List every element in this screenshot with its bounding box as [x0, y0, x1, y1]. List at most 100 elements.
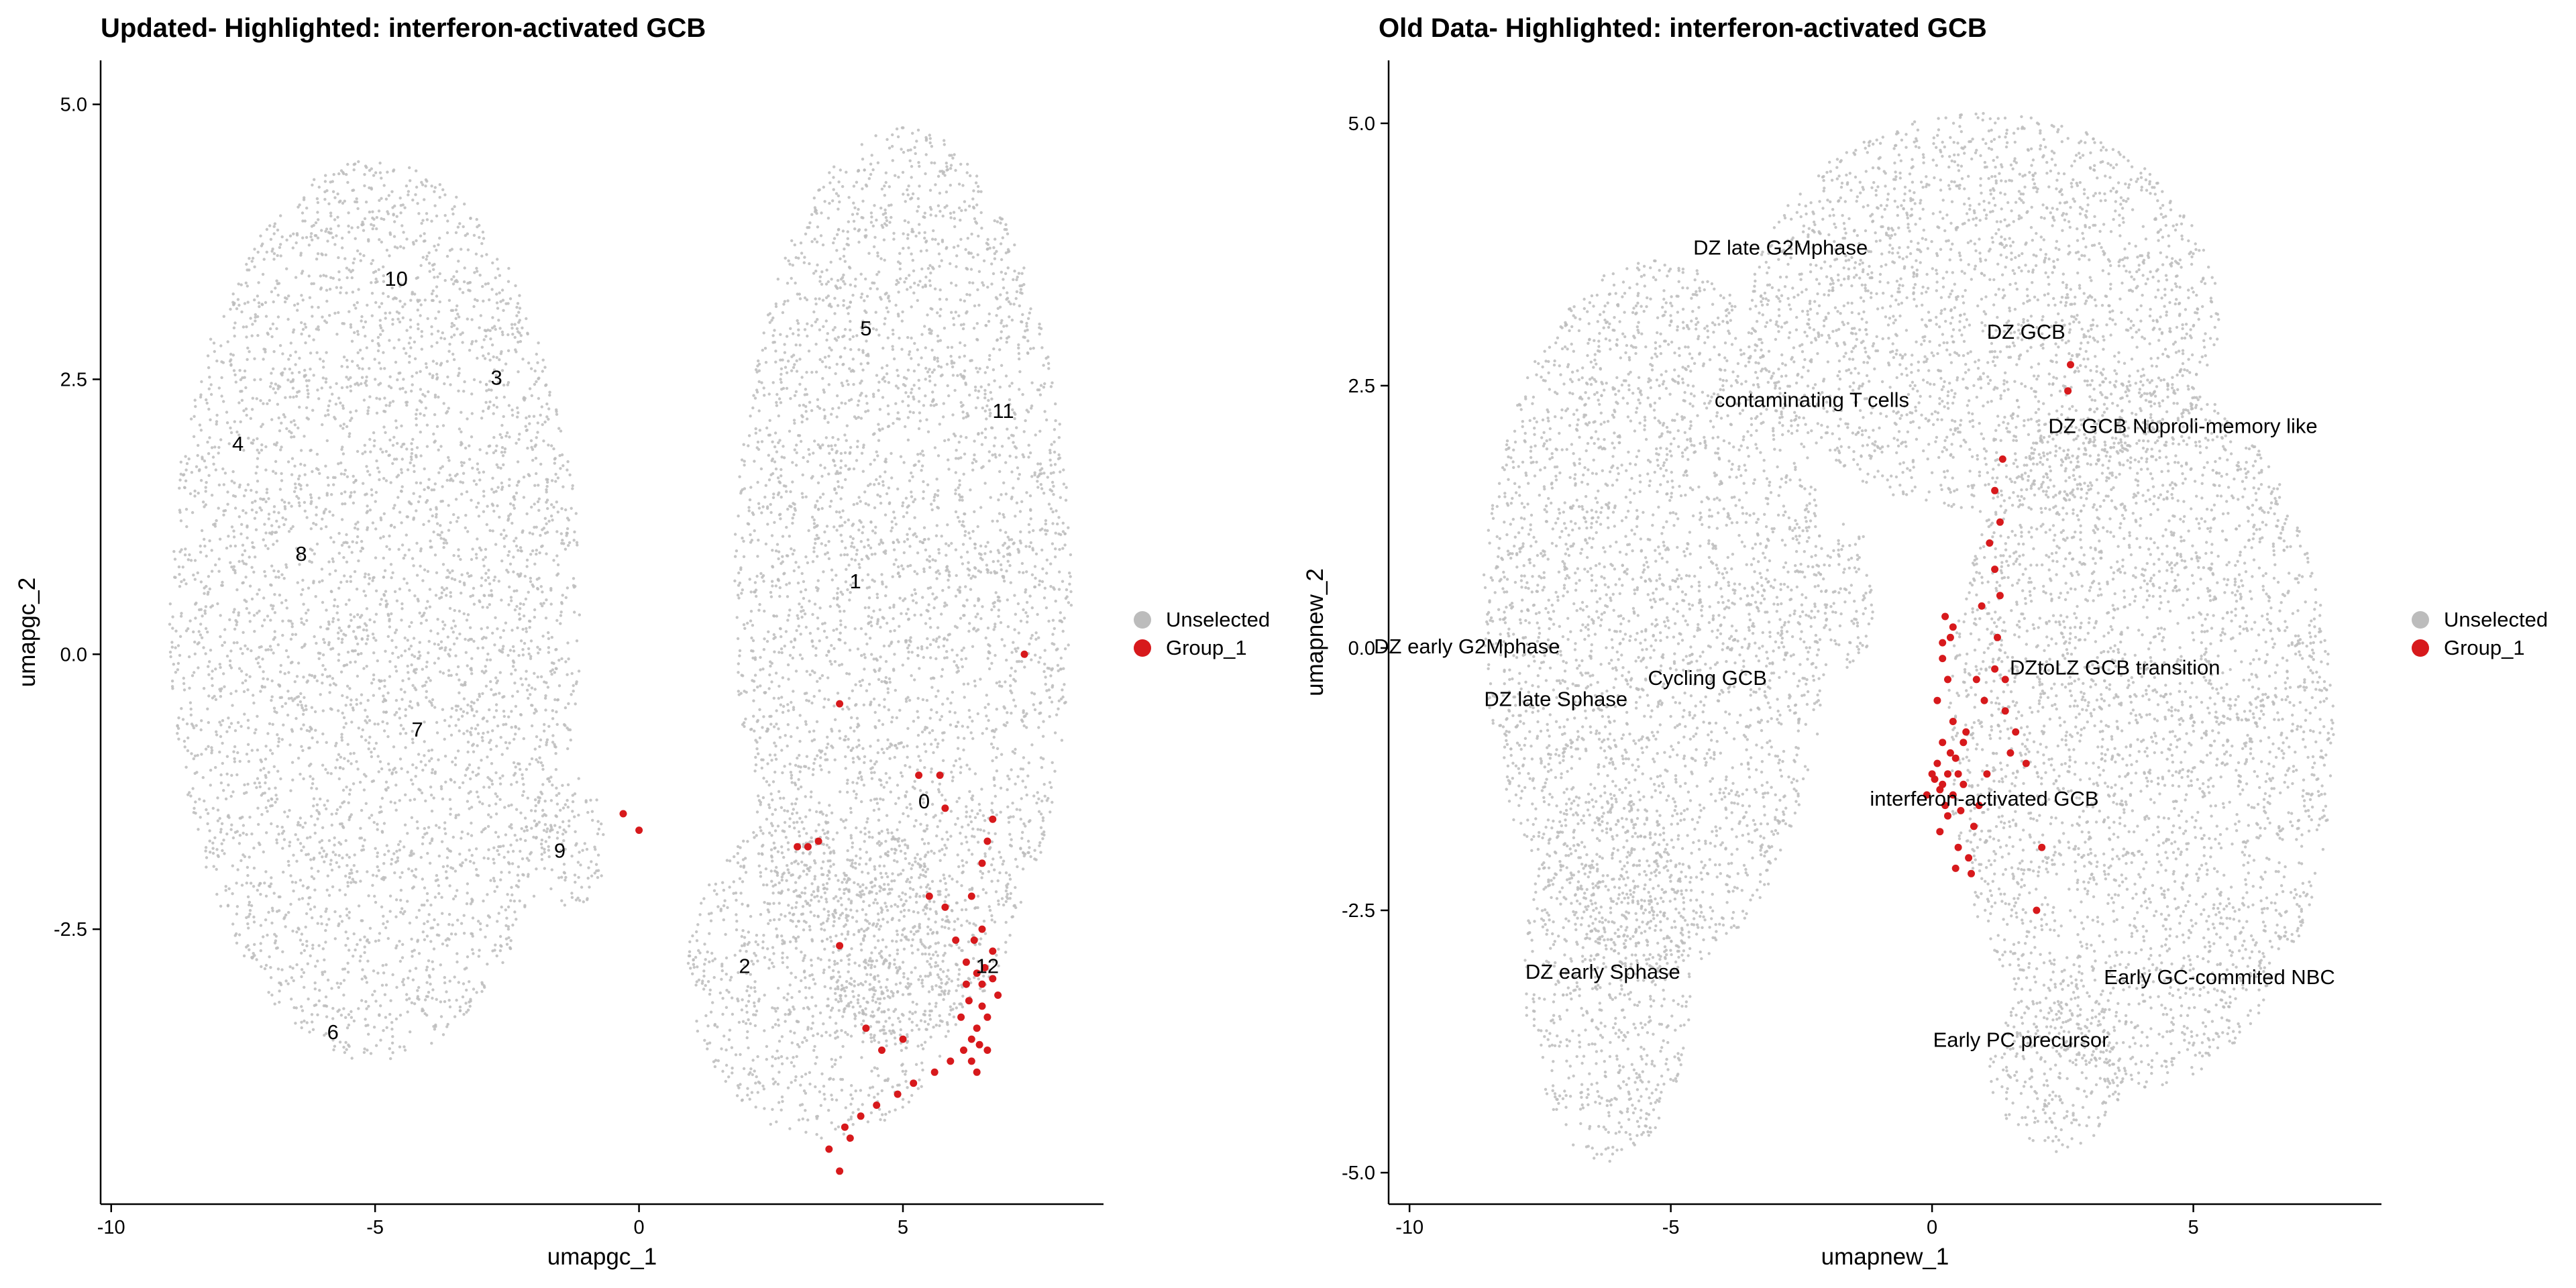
unselected-point [458, 1009, 462, 1013]
unselected-point [409, 798, 412, 802]
unselected-point [877, 1040, 881, 1044]
unselected-point [264, 350, 267, 354]
unselected-point [575, 639, 579, 643]
unselected-point [219, 735, 223, 739]
unselected-point [537, 497, 541, 500]
unselected-point [539, 675, 543, 678]
unselected-point [513, 335, 517, 339]
unselected-point [846, 849, 849, 853]
unselected-point [396, 843, 400, 847]
unselected-point [299, 824, 302, 827]
unselected-point [539, 533, 542, 537]
unselected-point [325, 299, 329, 303]
unselected-point [506, 893, 509, 896]
unselected-point [227, 725, 231, 729]
unselected-point [521, 529, 525, 533]
unselected-point [508, 435, 511, 439]
unselected-point [254, 555, 257, 559]
unselected-point [464, 233, 467, 237]
unselected-point [371, 521, 375, 525]
unselected-point [833, 525, 836, 529]
unselected-point [486, 755, 489, 759]
unselected-point [812, 518, 816, 522]
unselected-point [1021, 767, 1025, 771]
unselected-point [509, 899, 513, 902]
unselected-point [361, 919, 364, 922]
unselected-point [329, 211, 333, 215]
unselected-point [374, 378, 377, 381]
unselected-point [500, 288, 504, 292]
unselected-point [333, 311, 337, 315]
unselected-point [470, 708, 474, 712]
unselected-point [288, 429, 291, 433]
unselected-point [345, 786, 348, 789]
unselected-point [425, 680, 428, 684]
unselected-point [458, 729, 461, 733]
unselected-point [920, 731, 924, 734]
unselected-point [346, 936, 350, 941]
unselected-point [487, 388, 490, 392]
unselected-point [1013, 269, 1016, 273]
unselected-point [347, 1013, 351, 1016]
unselected-point [341, 637, 344, 641]
unselected-point [247, 437, 250, 440]
unselected-point [430, 345, 433, 348]
unselected-point [772, 696, 776, 700]
unselected-point [1010, 319, 1014, 322]
unselected-point [925, 698, 929, 702]
unselected-point [798, 382, 802, 386]
unselected-point [238, 369, 241, 372]
unselected-point [206, 822, 209, 826]
unselected-point [271, 722, 274, 727]
unselected-point [383, 367, 386, 370]
unselected-point [445, 231, 449, 235]
unselected-point [219, 635, 222, 639]
unselected-point [430, 292, 434, 296]
unselected-point [398, 387, 402, 390]
unselected-point [478, 800, 482, 804]
unselected-point [559, 622, 562, 625]
unselected-point [902, 869, 905, 872]
unselected-point [362, 1051, 366, 1055]
unselected-point [425, 660, 429, 664]
unselected-point [486, 963, 489, 966]
unselected-point [245, 833, 248, 837]
unselected-point [232, 369, 236, 372]
unselected-point [807, 447, 810, 451]
unselected-point [478, 692, 481, 696]
unselected-point [297, 757, 301, 760]
unselected-point [445, 411, 448, 415]
unselected-point [268, 398, 271, 402]
unselected-point [525, 828, 529, 833]
unselected-point [445, 254, 449, 258]
unselected-point [838, 525, 842, 528]
unselected-point [266, 547, 270, 550]
unselected-point [398, 799, 401, 802]
unselected-point [286, 713, 290, 717]
unselected-point [313, 710, 317, 714]
unselected-point [423, 886, 427, 890]
unselected-point [981, 284, 985, 287]
unselected-point [245, 673, 248, 676]
unselected-point [212, 341, 216, 345]
unselected-point [447, 912, 451, 916]
unselected-point [432, 432, 435, 436]
unselected-point [545, 598, 548, 602]
unselected-point [511, 327, 514, 330]
unselected-point [443, 827, 447, 830]
unselected-point [801, 473, 804, 477]
unselected-point [545, 490, 548, 494]
unselected-point [278, 670, 282, 674]
unselected-point [327, 620, 331, 624]
unselected-point [339, 424, 342, 427]
unselected-point [754, 427, 757, 431]
unselected-point [220, 376, 223, 380]
unselected-point [559, 467, 562, 470]
unselected-point [370, 281, 373, 284]
unselected-point [468, 444, 471, 447]
unselected-point [515, 441, 518, 445]
unselected-point [278, 343, 282, 347]
unselected-point [960, 884, 963, 888]
unselected-point [869, 546, 873, 549]
unselected-point [460, 922, 464, 925]
